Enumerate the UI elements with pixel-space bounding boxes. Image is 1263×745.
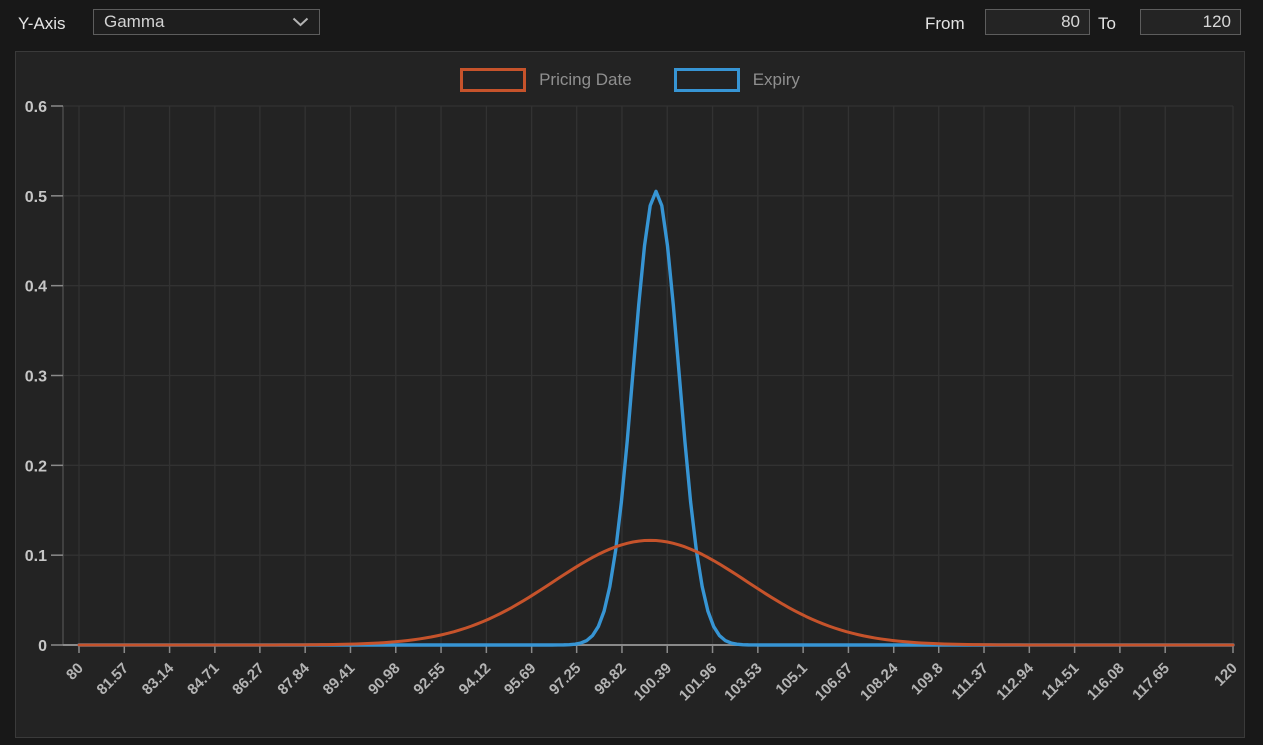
- svg-text:0.1: 0.1: [25, 548, 47, 565]
- svg-text:89.41: 89.41: [320, 660, 359, 699]
- legend-label-pricing-date: Pricing Date: [539, 70, 632, 89]
- svg-text:120: 120: [1211, 660, 1241, 690]
- legend-item-expiry[interactable]: Expiry: [673, 68, 800, 92]
- svg-text:111.37: 111.37: [949, 660, 992, 703]
- svg-text:103.53: 103.53: [721, 660, 765, 704]
- svg-text:81.57: 81.57: [94, 660, 133, 699]
- from-input[interactable]: [985, 9, 1090, 35]
- svg-text:117.65: 117.65: [1129, 660, 1173, 704]
- toolbar: Y-Axis Gamma From To: [0, 0, 1263, 50]
- svg-text:80: 80: [63, 660, 87, 684]
- to-input[interactable]: [1140, 9, 1241, 35]
- svg-text:92.55: 92.55: [410, 660, 449, 699]
- svg-text:95.69: 95.69: [501, 660, 540, 699]
- svg-text:106.67: 106.67: [812, 660, 856, 704]
- svg-text:105.1: 105.1: [772, 660, 811, 699]
- legend-label-expiry: Expiry: [752, 70, 800, 89]
- svg-text:90.98: 90.98: [365, 660, 404, 699]
- svg-text:116.08: 116.08: [1084, 660, 1128, 704]
- svg-text:87.84: 87.84: [274, 659, 313, 698]
- svg-text:0.4: 0.4: [25, 279, 47, 296]
- svg-text:109.8: 109.8: [908, 660, 947, 699]
- y-axis-label: Y-Axis: [18, 14, 66, 33]
- svg-text:112.94: 112.94: [993, 659, 1037, 703]
- svg-text:94.12: 94.12: [456, 660, 495, 699]
- chart-legend: Pricing Date Expiry: [16, 66, 1244, 94]
- svg-text:0.2: 0.2: [25, 458, 47, 475]
- y-axis-select-value: Gamma: [104, 12, 165, 31]
- chart-panel: Pricing Date Expiry 0 0.1 0.2 0.3 0.4 0.5 0.6 80…: [15, 51, 1245, 738]
- to-label: To: [1098, 14, 1116, 33]
- gamma-chart: 0 0.1 0.2 0.3 0.4 0.5 0.6 80 81.57 83.14 84.71 86.2…: [25, 99, 1241, 704]
- legend-swatch-pricing-date: [460, 68, 527, 92]
- chevron-down-icon: [292, 17, 309, 27]
- svg-text:98.82: 98.82: [591, 660, 630, 699]
- svg-text:83.14: 83.14: [139, 659, 178, 698]
- svg-text:101.96: 101.96: [676, 660, 720, 704]
- legend-swatch-expiry: [673, 68, 740, 92]
- legend-item-pricing-date[interactable]: Pricing Date: [460, 68, 632, 92]
- svg-text:108.24: 108.24: [857, 659, 902, 704]
- svg-text:0.3: 0.3: [25, 369, 47, 386]
- svg-text:0: 0: [38, 638, 47, 655]
- from-label: From: [925, 14, 965, 33]
- svg-text:114.51: 114.51: [1039, 660, 1083, 704]
- svg-text:84.71: 84.71: [184, 660, 223, 699]
- svg-text:100.39: 100.39: [631, 660, 675, 704]
- svg-text:97.25: 97.25: [546, 660, 585, 699]
- y-axis-select[interactable]: Gamma: [93, 9, 320, 35]
- svg-text:0.5: 0.5: [25, 189, 47, 206]
- svg-text:86.27: 86.27: [229, 660, 268, 699]
- svg-text:0.6: 0.6: [25, 99, 47, 116]
